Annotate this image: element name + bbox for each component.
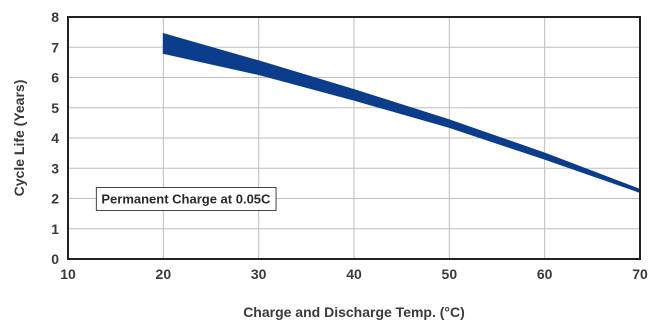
y-tick-label: 7 [51, 39, 59, 55]
x-tick-label: 10 [60, 266, 76, 282]
y-tick-label: 0 [51, 251, 59, 267]
x-tick-label: 20 [156, 266, 172, 282]
y-tick-label: 2 [51, 191, 59, 207]
plot-frame [67, 16, 641, 260]
y-tick-label: 5 [51, 100, 59, 116]
annotations: Permanent Charge at 0.05C [95, 187, 277, 211]
x-tick-label: 30 [251, 266, 267, 282]
x-tick-label: 40 [346, 266, 362, 282]
annotation-text: Permanent Charge at 0.05C [101, 192, 271, 207]
y-axis-title: Cycle Life (Years) [11, 80, 27, 197]
y-tick-label: 6 [51, 70, 59, 86]
y-tick-label: 4 [51, 130, 59, 146]
x-tick-labels: 10 20 30 40 50 60 70 [60, 266, 648, 282]
x-tick-label: 50 [442, 266, 458, 282]
y-tick-label: 3 [51, 160, 59, 176]
annotation-box: Permanent Charge at 0.05C [95, 187, 277, 211]
x-tick-label: 70 [632, 266, 648, 282]
y-tick-label: 1 [51, 221, 59, 237]
x-tick-label: 60 [537, 266, 553, 282]
x-axis-title: Charge and Discharge Temp. (°C) [243, 304, 465, 320]
annotation-frame [95, 187, 277, 211]
y-tick-labels: 0 1 2 3 4 5 6 7 8 [51, 9, 59, 267]
y-tick-label: 8 [51, 9, 59, 25]
